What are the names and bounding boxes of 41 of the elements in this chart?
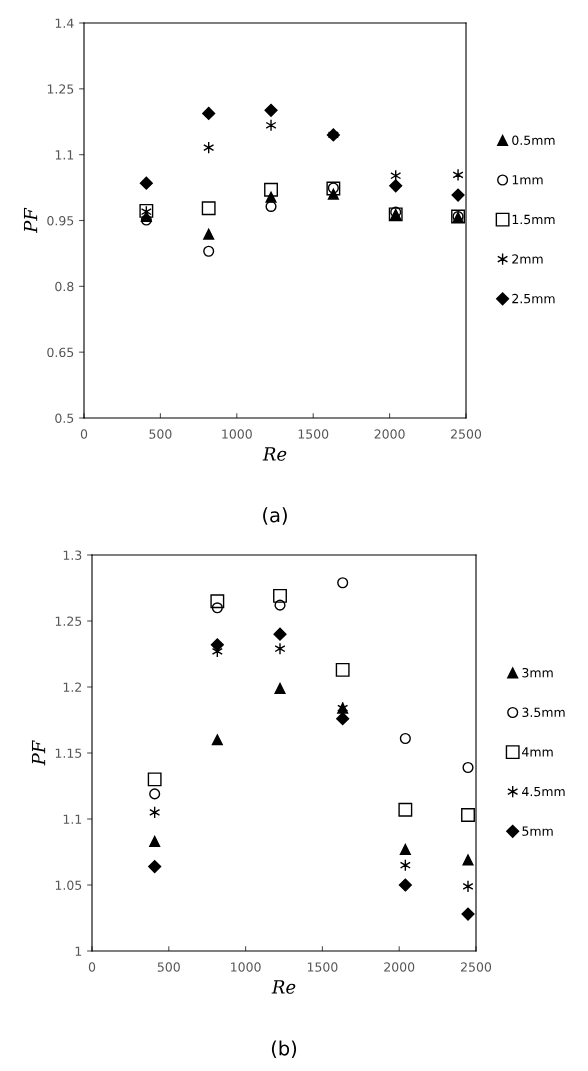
x-tick-label: 500 xyxy=(149,429,172,439)
text: (b) xyxy=(271,1040,297,1058)
y-axis-title: PF xyxy=(31,740,46,766)
y-tick-label: 1.1 xyxy=(63,814,82,824)
y-tick-label: 1.05 xyxy=(55,880,82,890)
legend-label: 0.5mm xyxy=(512,135,555,145)
legend-label: 2.5mm xyxy=(512,293,555,304)
legend-label: 4mm xyxy=(522,747,553,757)
x-tick-label: 0 xyxy=(88,962,96,972)
x-tick-label: 1500 xyxy=(307,962,338,972)
y-tick-label: 1.25 xyxy=(47,84,74,94)
x-axis-title: Re xyxy=(262,447,287,461)
y-tick-label: 1.3 xyxy=(63,550,82,560)
text: (a) xyxy=(263,507,287,525)
y-tick-label: 0.95 xyxy=(47,215,74,226)
y-tick-label: 1.4 xyxy=(55,18,74,28)
legend-label: 2mm xyxy=(512,254,543,264)
y-tick-label: 0.5 xyxy=(55,413,74,423)
x-tick-label: 500 xyxy=(157,962,180,972)
y-tick-label: 1.15 xyxy=(55,748,82,758)
legend-label: 1.5mm xyxy=(512,214,555,225)
x-axis-title: Re xyxy=(271,980,296,994)
y-axis-title: PF xyxy=(23,207,38,234)
y-tick-label: 1.25 xyxy=(55,616,82,626)
x-tick-label: 0 xyxy=(80,429,88,439)
y-tick-label: 1.1 xyxy=(55,150,74,160)
x-tick-label: 2500 xyxy=(461,962,492,972)
y-tick-label: 1 xyxy=(75,946,82,956)
y-tick-label: 0.8 xyxy=(55,281,74,292)
x-tick-label: 1000 xyxy=(222,429,252,439)
legend-label: 1mm xyxy=(512,175,543,185)
x-tick-label: 2000 xyxy=(374,429,405,439)
legend-label: 3mm xyxy=(522,667,553,678)
legend-label: 3.5mm xyxy=(522,707,565,718)
y-tick-label: 0.65 xyxy=(47,347,74,358)
x-tick-label: 1000 xyxy=(231,962,261,972)
legend-label: 5mm xyxy=(522,826,553,836)
x-tick-label: 2500 xyxy=(451,429,482,439)
x-tick-label: 1500 xyxy=(298,429,329,439)
y-tick-label: 1.2 xyxy=(63,682,82,692)
x-tick-label: 2000 xyxy=(384,962,415,972)
